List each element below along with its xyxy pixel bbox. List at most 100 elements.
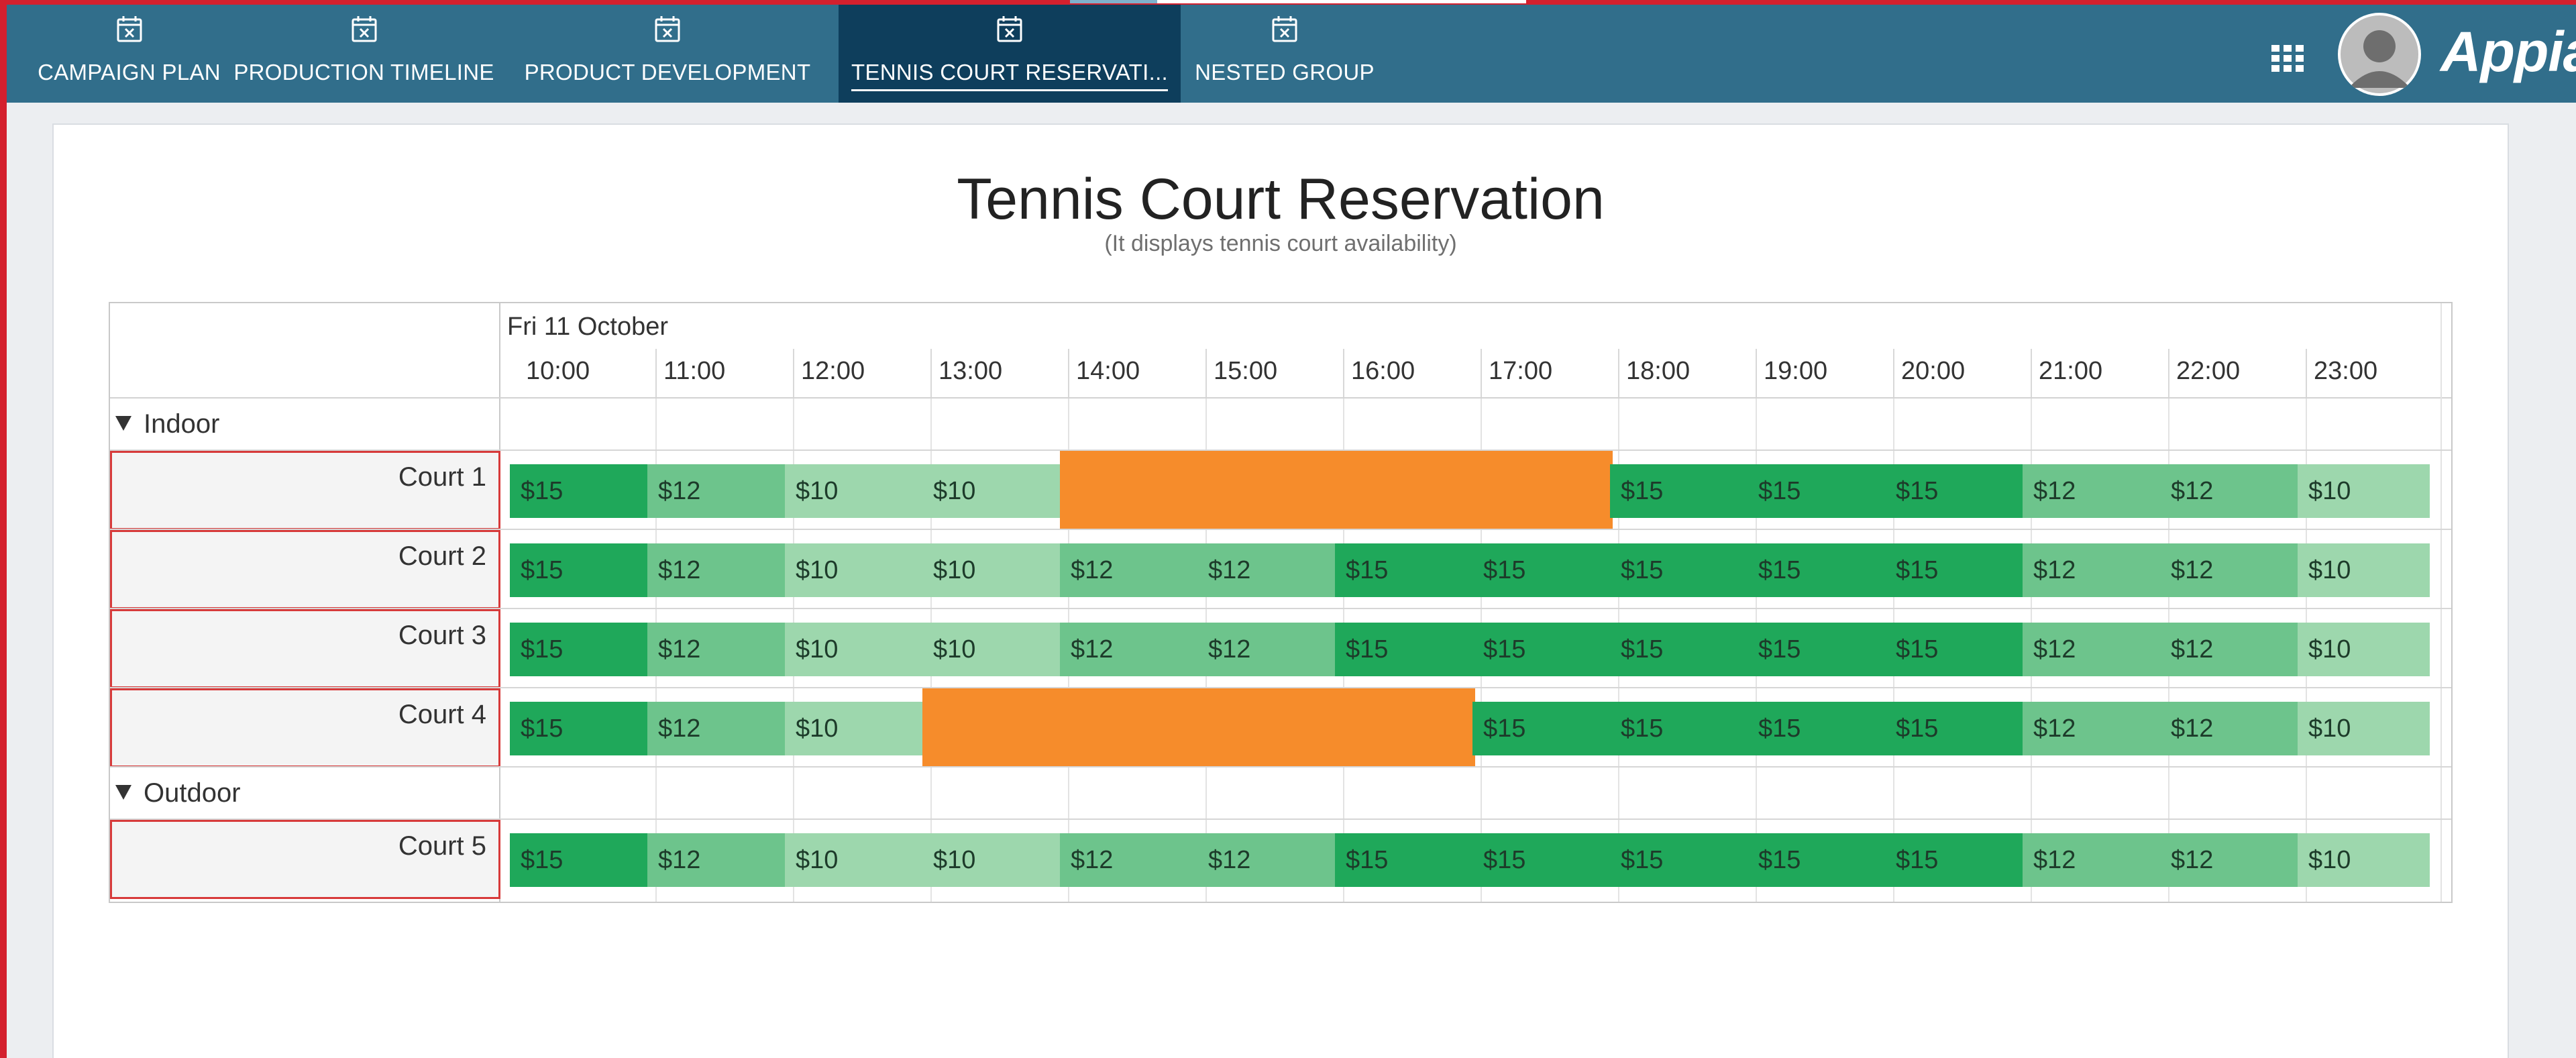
price-slot[interactable]: $12 [1060,833,1197,887]
price-slot[interactable]: $12 [1197,623,1335,676]
price-slot[interactable]: $15 [510,464,647,518]
hour-label: 17:00 [1489,357,1553,385]
hour-tick [1205,349,1207,397]
price-slot[interactable]: $12 [2160,543,2298,597]
hour-tick [793,349,794,397]
price-slot[interactable]: $12 [2023,702,2160,755]
price-slot[interactable]: $15 [1885,623,2023,676]
hour-tick [2306,349,2307,397]
price-slot[interactable]: $12 [1060,543,1197,597]
window-left-border [0,0,7,1058]
price-slot[interactable]: $15 [1748,543,1885,597]
price-slot[interactable]: $12 [2160,623,2298,676]
price-slot[interactable]: $10 [922,833,1060,887]
row-divider [110,766,2451,768]
price-slot[interactable]: $10 [785,623,922,676]
price-slot[interactable]: $15 [1885,702,2023,755]
price-slot[interactable]: $12 [2160,702,2298,755]
group-row-indoor[interactable]: Indoor [110,399,500,451]
hour-tick [930,349,932,397]
price-slot[interactable]: $12 [647,464,785,518]
price-slot[interactable]: $15 [1335,833,1472,887]
window-top-accent [1070,0,1526,3]
tab-product-development[interactable]: PRODUCT DEVELOPMENT [496,5,839,103]
price-slot[interactable]: $10 [785,702,922,755]
hour-tick [1618,349,1619,397]
price-slot[interactable]: $10 [2298,702,2430,755]
price-slot[interactable]: $10 [922,623,1060,676]
price-slot[interactable]: $10 [2298,623,2430,676]
court-label-cell[interactable]: Court 4 [110,688,500,768]
price-slot[interactable]: $12 [2023,464,2160,518]
price-slot[interactable]: $15 [1885,833,2023,887]
booked-reservation-bar[interactable] [1060,451,1613,529]
price-slot[interactable]: $15 [1472,623,1610,676]
appian-logo[interactable]: Appian [2440,20,2576,83]
price-slot[interactable]: $10 [2298,464,2430,518]
price-slot[interactable]: $10 [2298,543,2430,597]
header-divider-left [110,397,500,399]
court-label-cell[interactable]: Court 2 [110,530,500,609]
hour-label: 16:00 [1351,357,1415,385]
booked-reservation-bar[interactable] [922,688,1475,766]
price-slot[interactable]: $15 [510,543,647,597]
user-avatar-icon[interactable] [2338,13,2421,96]
timeline-end-line [2440,303,2442,902]
price-slot[interactable]: $15 [1610,543,1748,597]
price-slot[interactable]: $15 [510,833,647,887]
price-slot[interactable]: $12 [2160,464,2298,518]
tab-nested-group[interactable]: NESTED GROUP [1181,5,1389,103]
price-slot[interactable]: $15 [1610,623,1748,676]
group-row-outdoor[interactable]: Outdoor [110,768,500,820]
court-label-cell[interactable]: Court 5 [110,820,500,899]
price-slot[interactable]: $15 [1610,464,1748,518]
court-label-cell[interactable]: Court 3 [110,609,500,688]
price-slot[interactable]: $10 [785,833,922,887]
price-slot[interactable]: $15 [510,623,647,676]
tab-production-timeline[interactable]: PRODUCTION TIMELINE [231,5,496,103]
price-slot[interactable]: $15 [1748,464,1885,518]
price-slot[interactable]: $15 [1885,464,2023,518]
hour-tick [1343,349,1344,397]
price-slot[interactable]: $12 [1197,543,1335,597]
tab-tennis-court-reservati[interactable]: TENNIS COURT RESERVATI... [839,5,1181,103]
price-slot[interactable]: $12 [2160,833,2298,887]
price-slot[interactable]: $12 [2023,623,2160,676]
price-slot[interactable]: $15 [1885,543,2023,597]
price-slot[interactable]: $12 [2023,543,2160,597]
price-slot[interactable]: $15 [1748,623,1885,676]
price-slot[interactable]: $10 [2298,833,2430,887]
tab-campaign-plan[interactable]: CAMPAIGN PLAN [27,5,231,103]
apps-grid-icon[interactable] [2267,38,2308,78]
group-label: Indoor [144,409,220,439]
price-slot[interactable]: $15 [1335,543,1472,597]
price-slot[interactable]: $10 [785,543,922,597]
price-slot[interactable]: $12 [1060,623,1197,676]
price-slot[interactable]: $15 [1472,543,1610,597]
price-slot[interactable]: $12 [647,833,785,887]
price-slot[interactable]: $15 [1610,833,1748,887]
price-slot[interactable]: $10 [922,464,1060,518]
hour-label: 20:00 [1901,357,1966,385]
collapse-triangle-icon[interactable] [114,413,133,432]
price-slot[interactable]: $15 [1748,833,1885,887]
hour-label: 13:00 [938,357,1003,385]
price-slot[interactable]: $12 [647,543,785,597]
price-slot[interactable]: $10 [922,543,1060,597]
price-slot[interactable]: $15 [1610,702,1748,755]
price-slot[interactable]: $15 [510,702,647,755]
price-slot[interactable]: $15 [1472,833,1610,887]
collapse-triangle-icon[interactable] [114,782,133,801]
hour-label: 21:00 [2039,357,2103,385]
price-slot[interactable]: $15 [1472,702,1610,755]
price-slot[interactable]: $10 [785,464,922,518]
date-header: Fri 11 October [507,313,669,341]
price-slot[interactable]: $12 [647,623,785,676]
price-slot[interactable]: $15 [1748,702,1885,755]
price-slot[interactable]: $12 [2023,833,2160,887]
price-slot[interactable]: $15 [1335,623,1472,676]
price-slot[interactable]: $12 [647,702,785,755]
court-label-cell[interactable]: Court 1 [110,451,500,530]
row-divider [110,687,2451,688]
price-slot[interactable]: $12 [1197,833,1335,887]
